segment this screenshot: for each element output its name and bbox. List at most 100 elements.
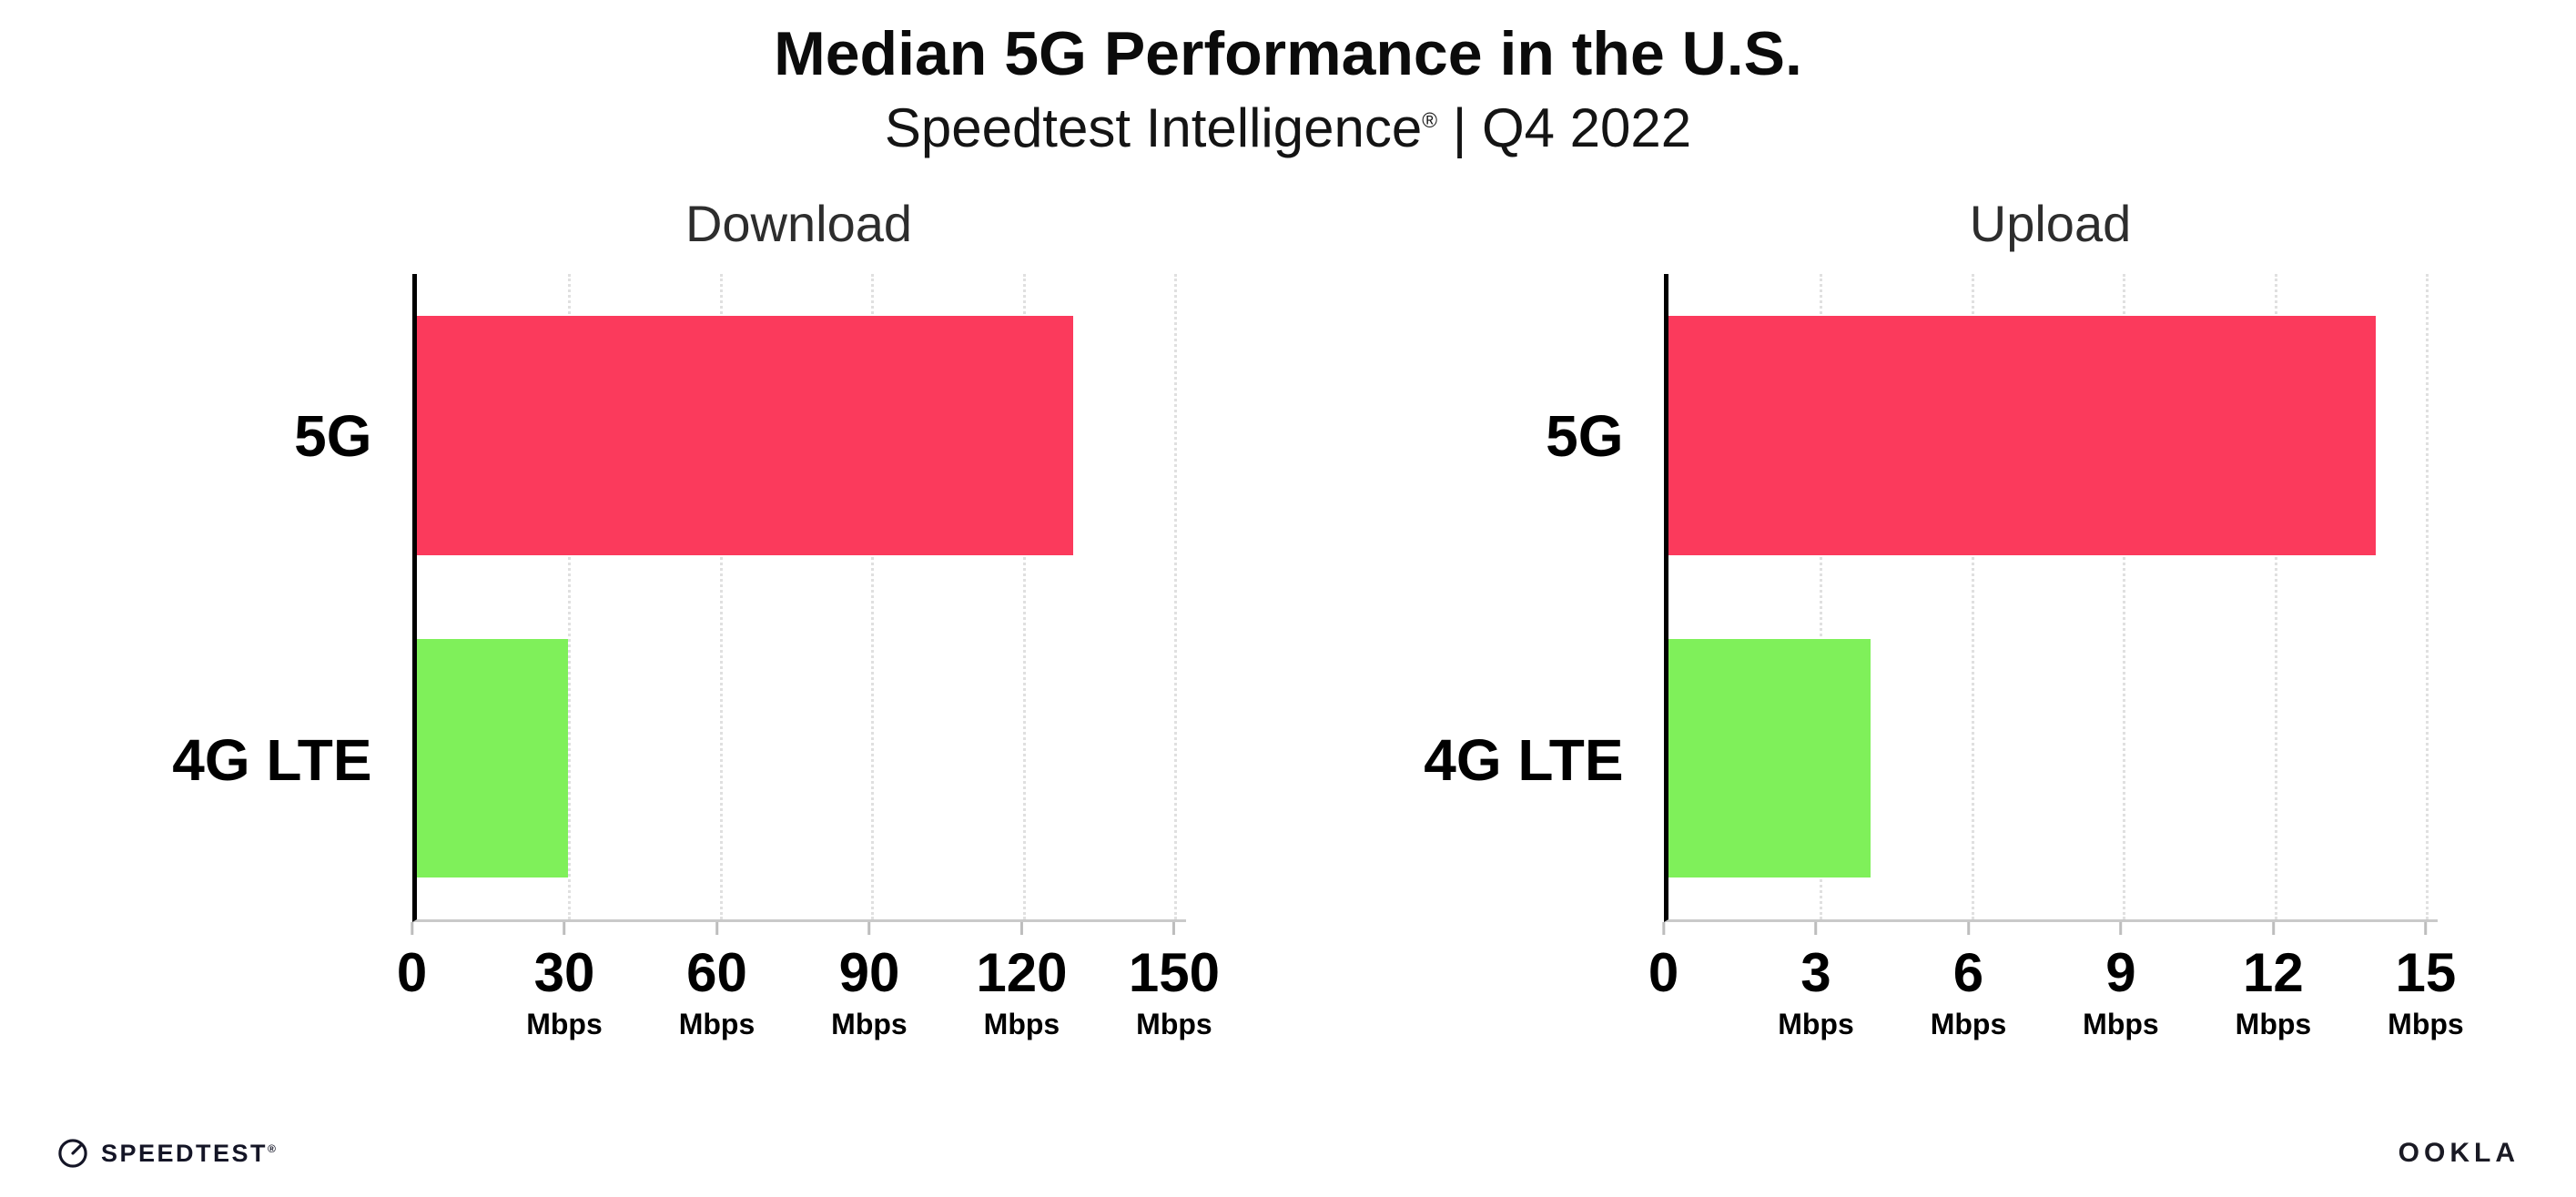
tick-unit-label: Mbps xyxy=(2235,1008,2312,1041)
tick-label: 90 xyxy=(838,942,900,1004)
tick-label: 3 xyxy=(1800,942,1831,1004)
gridline xyxy=(1820,274,1822,920)
x-axis-spacer xyxy=(139,922,412,1081)
tick-label: 15 xyxy=(2395,942,2457,1004)
charts-row: Download 5G 4G LTE 0 30 Mbps 60 Mbps 90 Mbps 120… xyxy=(0,194,2576,1081)
tick-unit-label: Mbps xyxy=(526,1008,603,1041)
tick-label: 60 xyxy=(686,942,747,1004)
tick-strip: 0 30 Mbps 60 Mbps 90 Mbps 120 Mbps 150 Mbps xyxy=(397,922,1220,1081)
chart-body: 5G 4G LTE xyxy=(1391,274,2438,923)
tick-unit-label: Mbps xyxy=(1136,1008,1212,1041)
registered-mark: ® xyxy=(1422,108,1438,133)
tick-unit-label: Mbps xyxy=(983,1008,1060,1041)
x-tick: 90 Mbps xyxy=(831,922,908,1039)
x-tick: 15 Mbps xyxy=(2388,922,2464,1039)
bar-5g xyxy=(1668,316,2376,555)
tick-unit-label: Mbps xyxy=(2388,1008,2464,1041)
tick-mark xyxy=(715,922,718,936)
tick-mark xyxy=(2119,922,2123,936)
tick-label: 9 xyxy=(2105,942,2136,1004)
x-tick: 9 Mbps xyxy=(2083,922,2159,1039)
tick-mark xyxy=(2424,922,2428,936)
bar-row xyxy=(1668,274,2438,597)
gridline xyxy=(1022,274,1026,920)
subtitle-brand: Speedtest Intelligence xyxy=(884,97,1423,159)
speedtest-wordmark: SPEEDTEST® xyxy=(101,1139,279,1167)
chart-title: Download xyxy=(685,195,913,253)
tick-unit-label: Mbps xyxy=(1778,1008,1854,1041)
plot-area xyxy=(1663,274,2438,923)
gridlines xyxy=(417,274,1186,920)
tick-label: 6 xyxy=(1952,942,1984,1004)
x-tick: 12 Mbps xyxy=(2235,922,2312,1041)
bars-layer xyxy=(1668,274,2438,919)
ookla-logo: OOKLA xyxy=(2399,1138,2520,1169)
y-axis-labels: 5G 4G LTE xyxy=(139,274,412,922)
tick-unit-label: Mbps xyxy=(831,1008,908,1041)
x-tick: 6 Mbps xyxy=(1930,922,2007,1041)
tick-label: 30 xyxy=(533,942,595,1004)
gridline xyxy=(871,274,874,920)
bar-row xyxy=(416,274,1186,597)
footer: SPEEDTEST® OOKLA xyxy=(0,1137,2576,1197)
x-tick: 150 Mbps xyxy=(1129,922,1220,1039)
page-subtitle: Speedtest Intelligence® | Q4 2022 xyxy=(0,96,2576,159)
tick-mark xyxy=(411,922,413,936)
gridline xyxy=(2426,274,2429,920)
bar-5g xyxy=(416,316,1073,555)
tick-unit-label: Mbps xyxy=(1930,1008,2007,1041)
plot-area xyxy=(411,274,1186,923)
x-axis: 0 3 Mbps 6 Mbps 9 Mbps 12 Mbps 15 Mbps xyxy=(1391,922,2464,1081)
x-tick: 30 Mbps xyxy=(526,922,603,1039)
gridline xyxy=(2274,274,2277,920)
subtitle-period: | Q4 2022 xyxy=(1437,97,1692,159)
tick-label: 0 xyxy=(396,942,428,1004)
gridline xyxy=(2123,274,2125,920)
tick-unit-label: Mbps xyxy=(678,1008,756,1041)
tick-label: 0 xyxy=(1648,942,1679,1004)
tick-strip: 0 3 Mbps 6 Mbps 9 Mbps 12 Mbps 15 Mbps xyxy=(1648,922,2464,1081)
tick-mark xyxy=(2271,922,2275,936)
speedtest-trademark: ® xyxy=(268,1141,279,1155)
bar-row xyxy=(1668,597,2438,920)
speedtest-gauge-icon xyxy=(58,1139,87,1168)
bar-4g-lte xyxy=(416,638,568,878)
bars-layer xyxy=(416,274,1186,920)
y-axis-labels: 5G 4G LTE xyxy=(1391,274,1664,922)
bar-row xyxy=(416,597,1186,920)
tick-label: 150 xyxy=(1128,942,1220,1004)
tick-mark xyxy=(1966,922,1970,936)
gridline xyxy=(719,274,723,920)
tick-mark xyxy=(1662,922,1665,936)
tick-mark xyxy=(563,922,566,936)
category-label: 5G xyxy=(1546,403,1624,470)
x-tick: 60 Mbps xyxy=(678,922,756,1041)
download-chart: Download 5G 4G LTE 0 30 Mbps 60 Mbps 90 Mbps 120… xyxy=(139,194,1220,1081)
x-tick: 0 xyxy=(397,922,427,1000)
page-title: Median 5G Performance in the U.S. xyxy=(774,19,1802,88)
x-tick: 0 xyxy=(1648,922,1678,1000)
bar-4g-lte xyxy=(1668,638,1871,878)
chart-title: Upload xyxy=(1969,195,2132,253)
header: Median 5G Performance in the U.S. Speedt… xyxy=(0,0,2576,159)
gridlines xyxy=(1668,274,2438,920)
x-axis-spacer xyxy=(1391,922,1664,1081)
tick-mark xyxy=(867,922,871,936)
gridline xyxy=(568,274,571,920)
chart-body: 5G 4G LTE xyxy=(139,274,1186,923)
category-label: 4G LTE xyxy=(172,727,372,794)
ookla-wordmark: OOKLA xyxy=(2398,1138,2520,1168)
category-label: 5G xyxy=(294,403,372,470)
tick-mark xyxy=(1814,922,1818,936)
gridline xyxy=(1174,274,1177,920)
tick-mark xyxy=(1172,922,1176,936)
x-axis: 0 30 Mbps 60 Mbps 90 Mbps 120 Mbps 150 Mbps xyxy=(139,922,1220,1081)
tick-mark xyxy=(1019,922,1023,936)
gridline xyxy=(1971,274,1974,920)
tick-label: 12 xyxy=(2243,942,2304,1004)
x-tick: 3 Mbps xyxy=(1778,922,1854,1039)
speedtest-logo: SPEEDTEST® xyxy=(56,1137,279,1170)
category-label: 4G LTE xyxy=(1424,727,1624,794)
x-tick: 120 Mbps xyxy=(976,922,1067,1039)
